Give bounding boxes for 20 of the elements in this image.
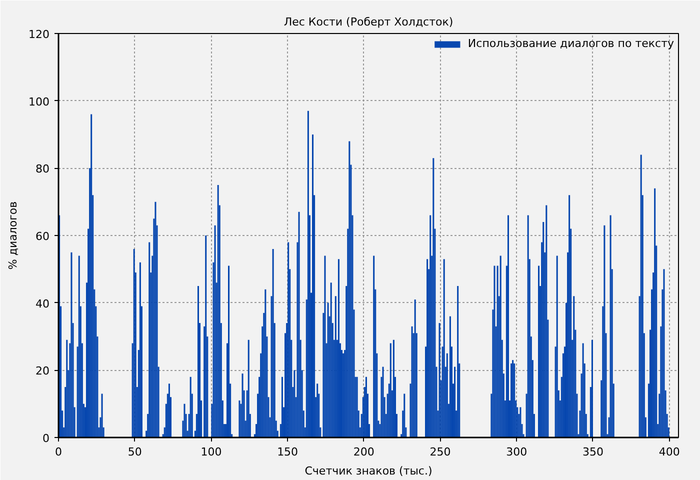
y-tick-label: 60: [36, 230, 50, 243]
x-tick-label: 100: [200, 446, 222, 458]
x-tick-label: 250: [430, 446, 451, 458]
y-axis-title: % диалогов: [6, 201, 20, 270]
x-tick-label: 300: [506, 446, 528, 458]
y-tick-label: 0: [42, 432, 50, 445]
y-tick-label: 100: [28, 95, 50, 108]
x-tick-label: 0: [55, 446, 62, 458]
x-tick-label: 150: [277, 446, 298, 458]
y-tick-label: 120: [28, 28, 50, 41]
chart-title: Лес Кости (Роберт Холдсток): [284, 16, 454, 28]
y-tick-label: 80: [36, 162, 50, 176]
x-tick-label: 350: [582, 446, 604, 458]
y-tick-label: 40: [36, 297, 50, 310]
x-axis-title: Счетчик знаков (тыс.): [304, 464, 432, 478]
y-tick-label: 20: [36, 364, 50, 378]
legend-label: Использование диалогов по тексту: [468, 37, 674, 50]
x-tick-label: 200: [353, 446, 374, 458]
x-tick-label: 400: [658, 446, 680, 458]
x-tick-label: 50: [128, 446, 142, 458]
